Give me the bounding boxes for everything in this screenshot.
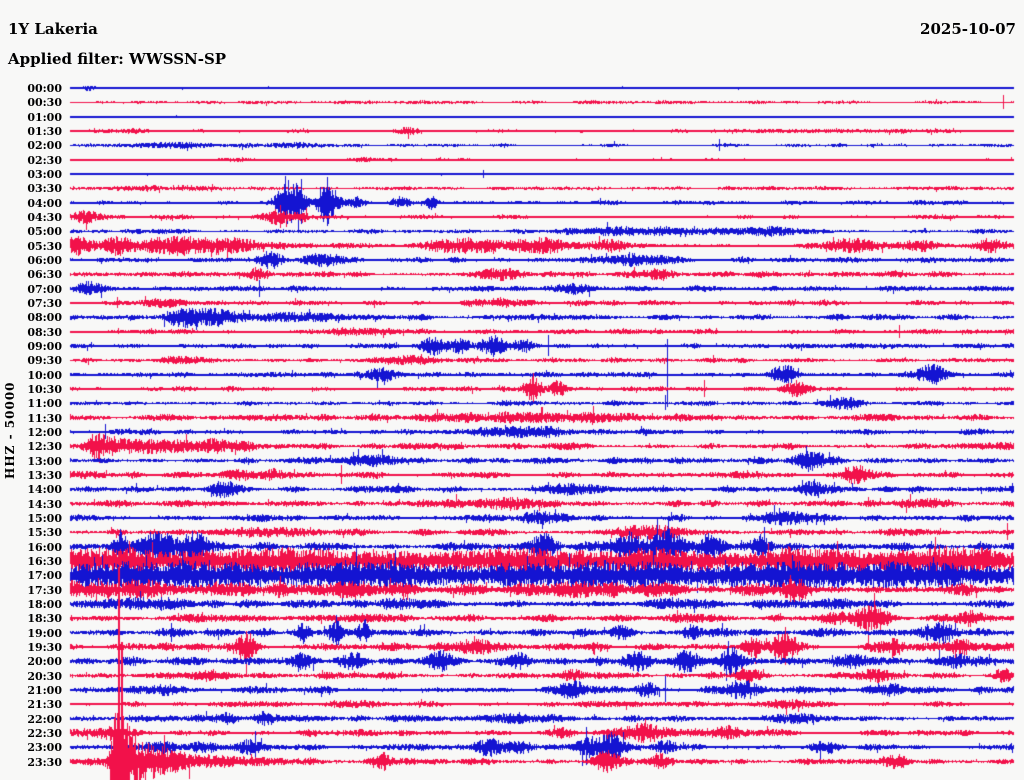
time-label: 04:30: [27, 211, 62, 224]
time-label: 07:00: [27, 283, 62, 296]
time-label: 05:00: [27, 225, 62, 238]
time-label: 21:30: [27, 698, 62, 711]
time-label: 22:30: [27, 727, 62, 740]
time-label: 16:30: [27, 555, 62, 568]
time-label: 03:00: [27, 168, 62, 181]
time-label: 15:00: [27, 512, 62, 525]
time-label: 18:30: [27, 612, 62, 625]
time-label: 21:00: [27, 684, 62, 697]
time-label: 13:30: [27, 469, 62, 482]
time-label: 17:00: [27, 569, 62, 582]
time-label: 09:00: [27, 340, 62, 353]
time-label: 13:00: [27, 455, 62, 468]
time-label: 00:30: [27, 96, 62, 109]
time-label: 17:30: [27, 584, 62, 597]
time-label: 06:30: [27, 268, 62, 281]
time-label: 07:30: [27, 297, 62, 310]
time-label: 11:00: [27, 397, 62, 410]
time-label: 10:00: [27, 369, 62, 382]
time-label: 05:30: [27, 240, 62, 253]
time-label: 19:00: [27, 627, 62, 640]
time-label: 14:30: [27, 498, 62, 511]
time-label: 23:30: [27, 756, 62, 769]
time-label: 09:30: [27, 354, 62, 367]
time-label: 02:00: [27, 139, 62, 152]
time-label: 01:00: [27, 111, 62, 124]
time-label: 18:00: [27, 598, 62, 611]
time-label: 22:00: [27, 713, 62, 726]
time-label: 15:30: [27, 526, 62, 539]
time-label: 20:00: [27, 655, 62, 668]
time-label: 04:00: [27, 197, 62, 210]
time-label: 12:00: [27, 426, 62, 439]
time-label: 14:00: [27, 483, 62, 496]
time-label: 19:30: [27, 641, 62, 654]
time-label: 00:00: [27, 82, 62, 95]
time-label: 20:30: [27, 670, 62, 683]
time-label: 02:30: [27, 154, 62, 167]
time-label: 03:30: [27, 182, 62, 195]
time-label: 12:30: [27, 440, 62, 453]
time-label: 23:00: [27, 741, 62, 754]
time-label: 06:00: [27, 254, 62, 267]
time-label: 11:30: [27, 412, 62, 425]
time-label: 16:00: [27, 541, 62, 554]
time-label: 01:30: [27, 125, 62, 138]
time-label: 08:00: [27, 311, 62, 324]
time-label: 08:30: [27, 326, 62, 339]
time-label: 10:30: [27, 383, 62, 396]
